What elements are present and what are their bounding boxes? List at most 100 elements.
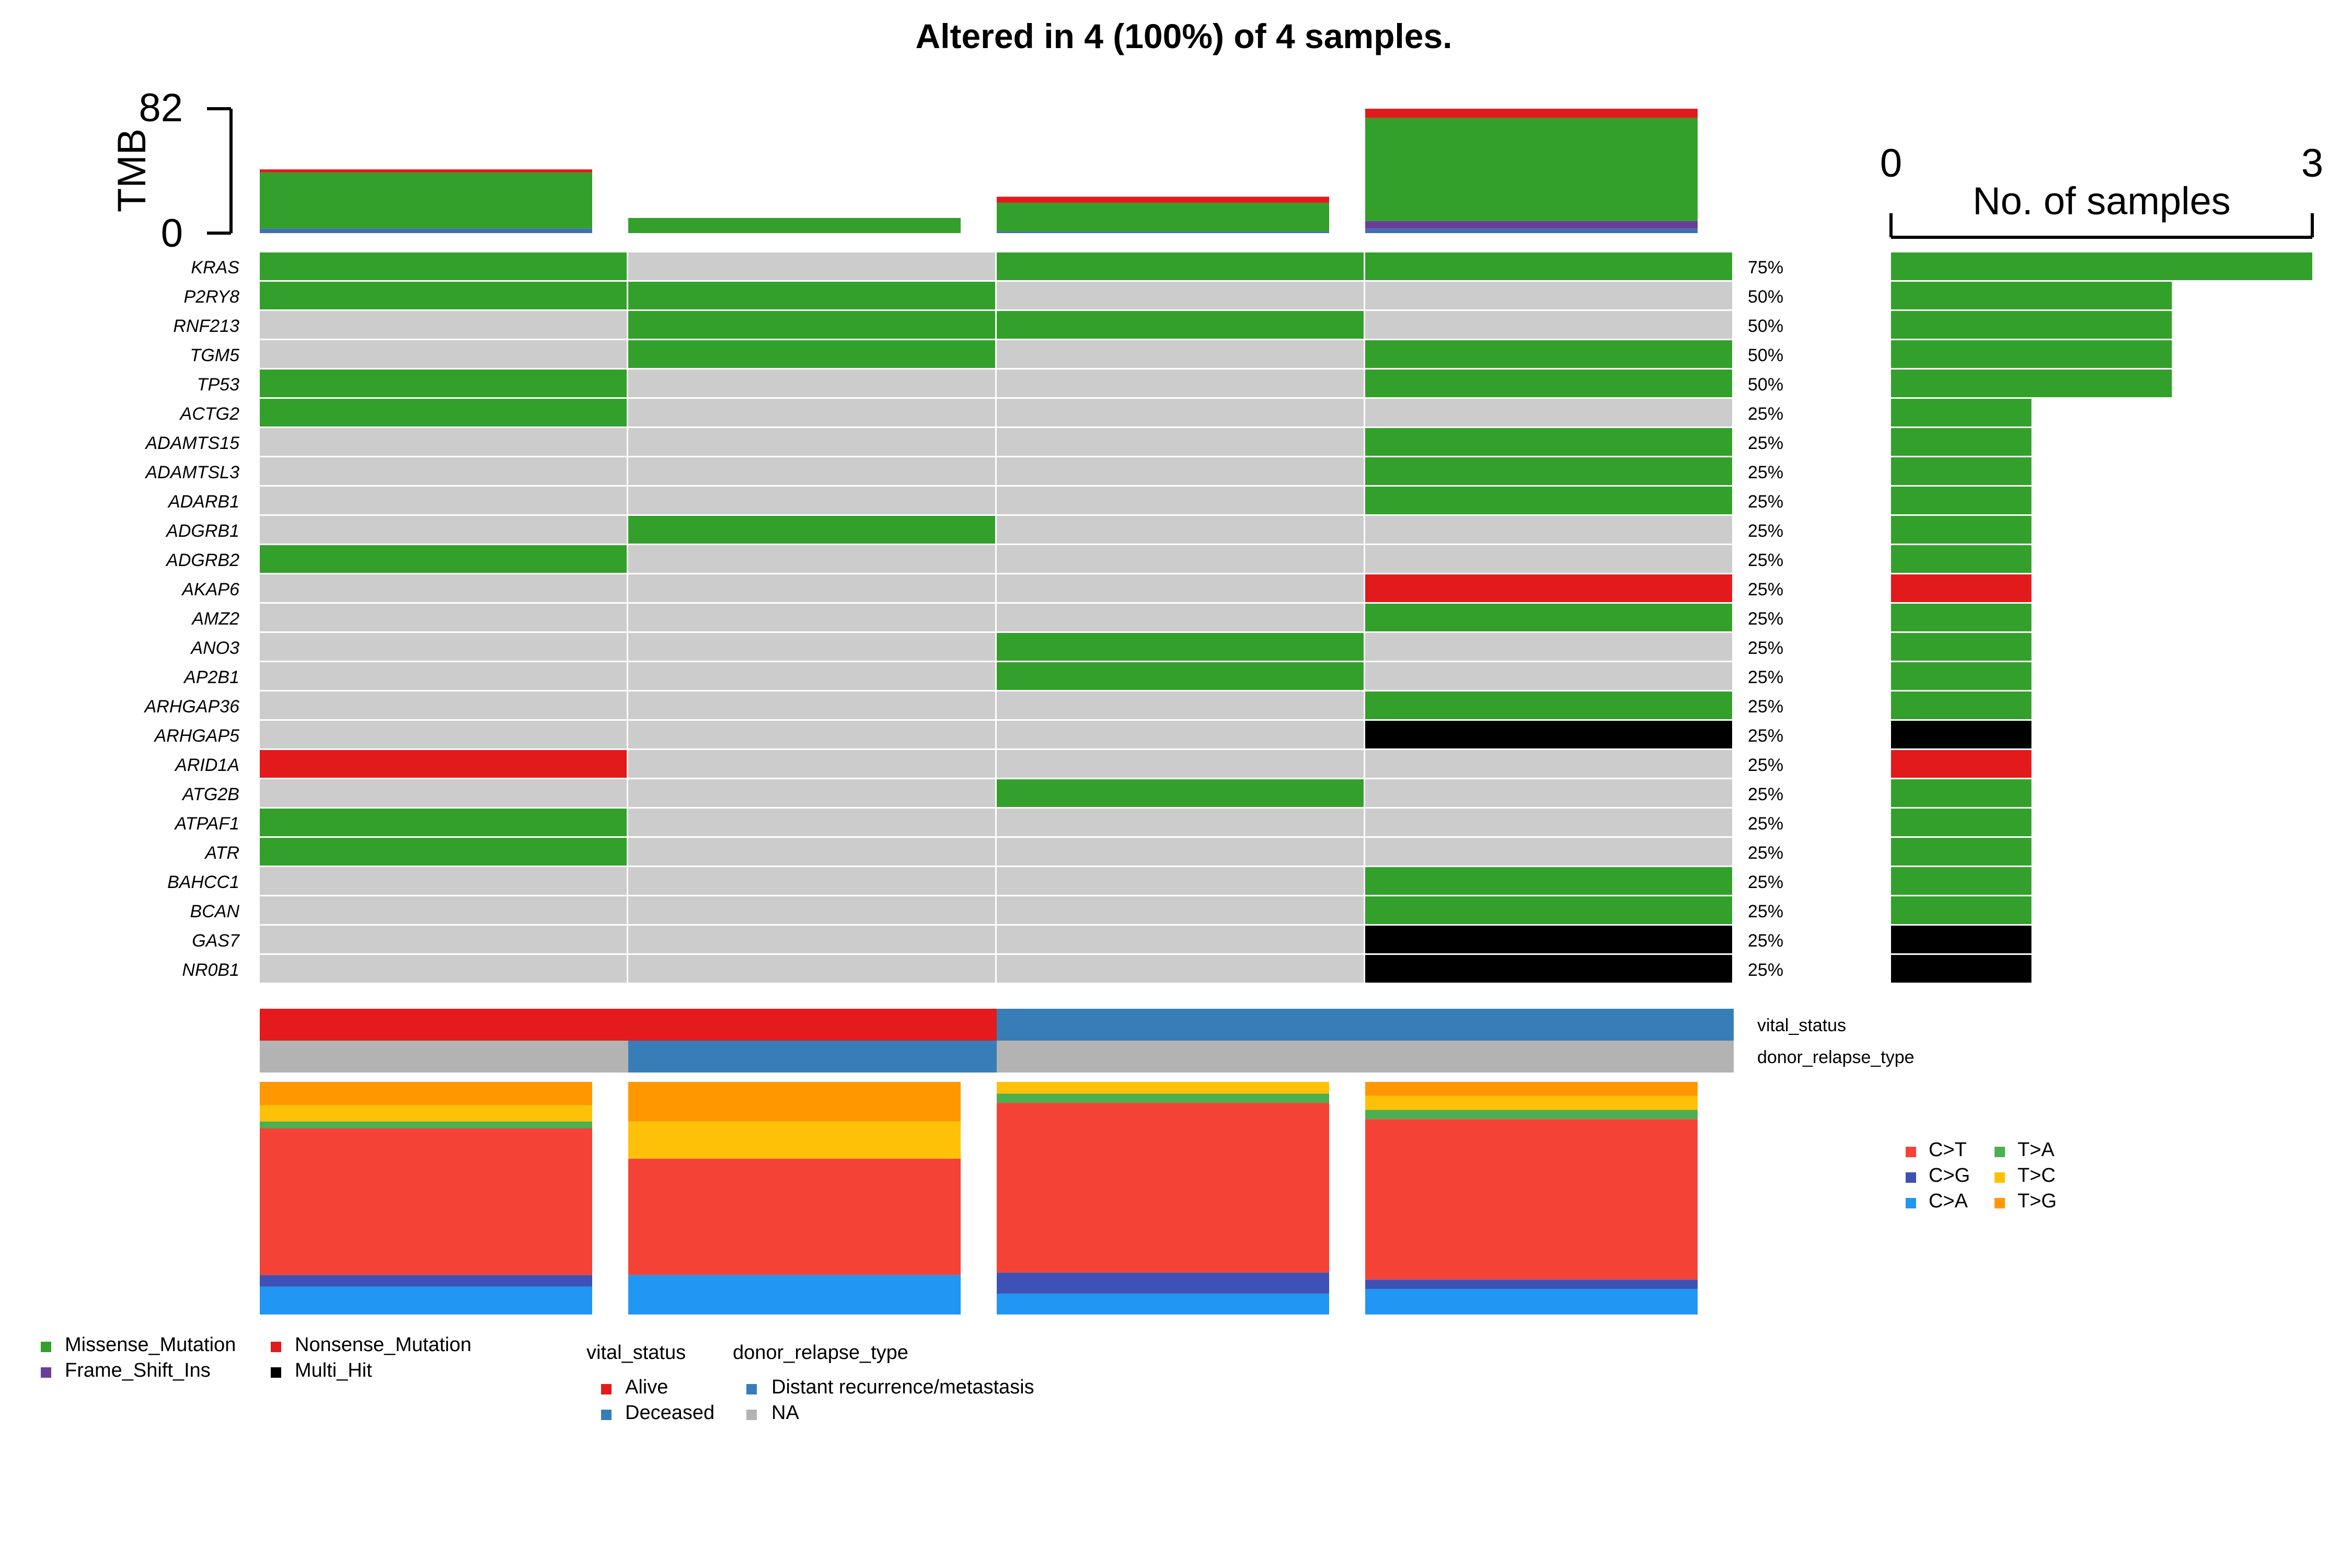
gene-label: KRAS	[191, 258, 239, 278]
matrix-cell	[260, 691, 627, 719]
matrix-cell	[628, 779, 995, 807]
samples-count-bar	[1891, 340, 2172, 368]
matrix-cell	[260, 896, 627, 924]
matrix-cell	[260, 750, 627, 778]
percent-label: 25%	[1748, 814, 1783, 834]
matrix-cell	[260, 838, 627, 866]
percent-label: 25%	[1748, 785, 1783, 804]
legend-label: C>A	[1929, 1190, 1968, 1212]
percent-label: 25%	[1748, 667, 1783, 687]
mutation-matrix	[260, 252, 1732, 983]
matrix-cell	[1365, 370, 1732, 397]
gene-label: AMZ2	[191, 609, 239, 629]
samples-count-bar	[1891, 457, 2032, 485]
titv-bar-segment	[1365, 1082, 1698, 1096]
matrix-cell	[628, 662, 995, 690]
legend-swatch	[746, 1384, 757, 1394]
tmb-bar-segment	[1365, 228, 1698, 233]
samples-count-bar	[1891, 896, 2032, 924]
matrix-cell	[997, 721, 1364, 748]
matrix-cell	[1365, 487, 1732, 514]
clinical-cell	[260, 1009, 628, 1041]
matrix-cell	[260, 340, 627, 368]
samples-count-bar	[1891, 487, 2032, 514]
matrix-cell	[1365, 516, 1732, 544]
clinical-cell	[1365, 1009, 1734, 1041]
percent-label: 25%	[1748, 580, 1783, 599]
matrix-cell	[1365, 867, 1732, 895]
samples-count-bar	[1891, 691, 2032, 719]
tmb-bar-segment	[1365, 221, 1698, 229]
samples-count-bar	[1891, 370, 2172, 397]
matrix-cell	[628, 399, 995, 426]
side-tick-label: 3	[2301, 141, 2323, 186]
matrix-cell	[260, 867, 627, 895]
gene-label: ACTG2	[179, 404, 239, 424]
legend-label: C>T	[1929, 1139, 1967, 1161]
gene-label: ARHGAP5	[154, 726, 240, 746]
legend-swatch	[41, 1342, 51, 1352]
matrix-cell	[997, 750, 1364, 778]
percent-label: 25%	[1748, 609, 1783, 629]
samples-count-bar	[1891, 750, 2032, 778]
samples-count-bar	[1891, 545, 2032, 573]
clinical-cell	[997, 1041, 1365, 1073]
titv-bar-segment	[628, 1082, 961, 1122]
gene-label: ADGRB2	[165, 550, 239, 570]
matrix-cell	[628, 926, 995, 953]
legends: Missense_Mutation Nonsense_Mutation Frame_…	[41, 1139, 2057, 1424]
percent-label: 25%	[1748, 638, 1783, 658]
gene-label: AP2B1	[183, 667, 239, 687]
titv-bar-segment	[997, 1272, 1329, 1294]
percent-label: 25%	[1748, 902, 1783, 921]
matrix-cell	[260, 457, 627, 485]
matrix-cell	[1365, 311, 1732, 339]
matrix-cell	[997, 487, 1364, 514]
gene-label: ADAMTS15	[145, 433, 240, 453]
percent-label: 25%	[1748, 433, 1783, 453]
matrix-cell	[997, 574, 1364, 602]
percent-label: 25%	[1748, 960, 1783, 980]
percent-label: 25%	[1748, 843, 1783, 863]
tmb-bar-segment	[260, 228, 592, 233]
matrix-cell	[997, 428, 1364, 456]
gene-label: ANO3	[190, 638, 239, 658]
matrix-cell	[1365, 721, 1732, 748]
tmb-bar-segment	[628, 217, 961, 233]
matrix-cell	[628, 896, 995, 924]
matrix-cell	[1365, 955, 1732, 983]
titv-bar-segment	[1365, 1119, 1698, 1280]
samples-count-bar	[1891, 809, 2032, 836]
gene-label: ATPAF1	[174, 814, 239, 834]
matrix-cell	[1365, 282, 1732, 309]
percent-label: 25%	[1748, 404, 1783, 424]
tmb-bar-segment	[260, 172, 592, 229]
titv-bar-segment	[260, 1105, 592, 1122]
tmb-tick-label: 82	[139, 86, 183, 130]
side-tick-label: 0	[1880, 141, 1902, 186]
matrix-cell	[628, 252, 995, 280]
matrix-cell	[1365, 574, 1732, 602]
clinical-cell	[628, 1009, 997, 1041]
matrix-cell	[997, 340, 1364, 368]
legend-title: vital_status	[586, 1342, 686, 1364]
gene-label: TGM5	[190, 345, 240, 365]
matrix-cell	[260, 604, 627, 631]
legend-swatch	[601, 1410, 612, 1420]
matrix-cell	[628, 691, 995, 719]
legend-swatch	[1994, 1147, 2005, 1157]
matrix-cell	[628, 370, 995, 397]
samples-count-bar	[1891, 604, 2032, 631]
gene-label: ARHGAP36	[144, 697, 239, 717]
titv-bar-segment	[628, 1158, 961, 1275]
gene-label: BCAN	[190, 902, 240, 921]
matrix-cell	[260, 428, 627, 456]
matrix-cell	[997, 896, 1364, 924]
matrix-cell	[260, 955, 627, 983]
matrix-cell	[628, 955, 995, 983]
legend-label: C>G	[1929, 1165, 1970, 1186]
percent-label: 50%	[1748, 287, 1783, 307]
samples-count-bar	[1891, 779, 2032, 807]
matrix-cell	[260, 779, 627, 807]
